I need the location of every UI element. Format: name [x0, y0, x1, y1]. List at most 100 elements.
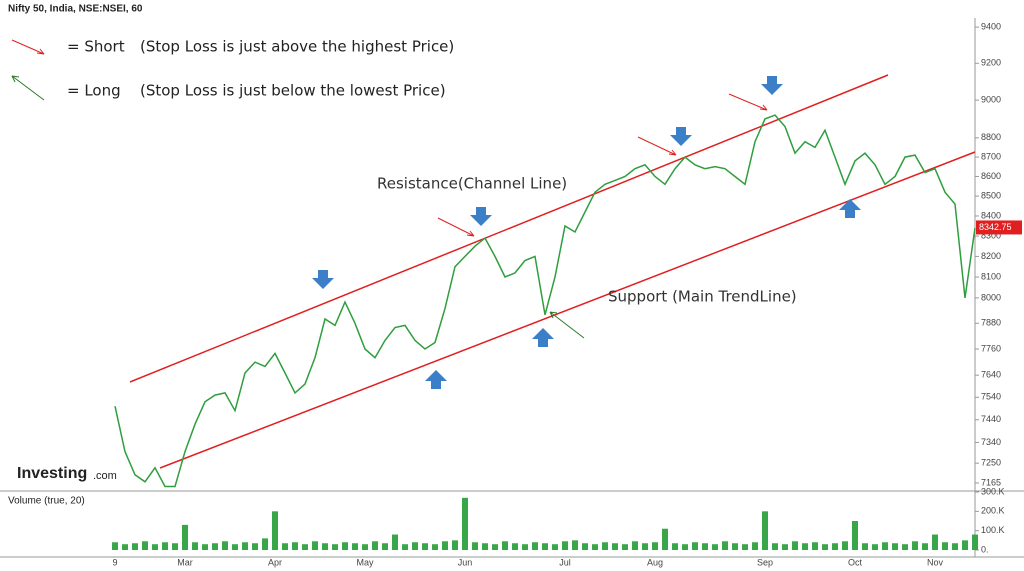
volume-bar: [182, 524, 188, 550]
up-arrows: [425, 199, 861, 389]
y-tick-label: 9000: [981, 95, 1001, 105]
volume-bar: [822, 544, 828, 550]
volume-bar: [212, 543, 218, 550]
y-tick-label: 8300: [981, 230, 1001, 240]
short-arrow: [11, 39, 45, 55]
y-tick-label: 8000: [981, 292, 1001, 302]
volume-bar: [672, 543, 678, 550]
volume-bar: [232, 544, 238, 550]
volume-bar: [662, 528, 668, 550]
volume-bar: [492, 544, 498, 550]
volume-bar: [422, 543, 428, 550]
volume-bar: [902, 544, 908, 550]
volume-bar: [272, 511, 278, 550]
y-tick-label: 8200: [981, 251, 1001, 261]
volume-bar: [552, 544, 558, 550]
legend-note: (Stop Loss is just below the lowest Pric…: [140, 82, 446, 100]
volume-bar: [222, 541, 228, 550]
legend-note: = Long: [67, 82, 121, 100]
volume-bar: [882, 542, 888, 550]
volume-bar: [462, 497, 468, 550]
long-arrow-head: [11, 75, 20, 83]
y-tick-label: 7250: [981, 458, 1001, 468]
volume-bar: [642, 543, 648, 550]
volume-bar: [332, 544, 338, 550]
volume-bar: [942, 542, 948, 550]
volume-bar: [692, 542, 698, 550]
volume-bar: [872, 544, 878, 550]
last-price-label: 8342.75: [979, 222, 1012, 232]
volume-bar: [432, 544, 438, 550]
x-tick-label: May: [356, 557, 374, 567]
volume-bar: [162, 542, 168, 550]
volume-bar: [172, 543, 178, 550]
volume-bar: [142, 541, 148, 550]
volume-bar: [972, 534, 978, 550]
volume-bar: [412, 542, 418, 550]
volume-bar: [352, 543, 358, 550]
volume-bar: [372, 541, 378, 550]
volume-bar: [522, 544, 528, 550]
y-tick-label: 8100: [981, 271, 1001, 281]
volume-bar: [312, 541, 318, 550]
volume-bar: [772, 543, 778, 550]
volume-bar: [242, 542, 248, 550]
volume-bar: [512, 543, 518, 550]
y-tick-label: 8400: [981, 210, 1001, 220]
y-tick-label: 8500: [981, 190, 1001, 200]
x-tick-label: Apr: [268, 557, 282, 567]
volume-bar: [502, 541, 508, 550]
x-tick-label: Jun: [458, 557, 473, 567]
down-arrows: [312, 76, 783, 289]
y-tick-label: 9400: [981, 22, 1001, 32]
short-signals: [437, 93, 768, 237]
volume-bar: [842, 541, 848, 550]
volume-bar: [282, 543, 288, 550]
volume-bar: [752, 542, 758, 550]
y-tick-label: 0.: [981, 544, 989, 554]
y-tick-label: 8600: [981, 171, 1001, 181]
volume-bar: [762, 511, 768, 550]
y-tick-label: 7640: [981, 370, 1001, 380]
volume-bar: [732, 543, 738, 550]
logo: Investing: [17, 465, 87, 482]
support-line: [159, 151, 976, 469]
volume-bar: [442, 541, 448, 550]
annotation: Resistance(Channel Line): [377, 175, 567, 193]
volume-bar: [112, 542, 118, 550]
volume-bar: [612, 543, 618, 550]
logo: .com: [93, 470, 117, 482]
y-tick-label: 7165: [981, 477, 1001, 487]
legend-note: = Short: [67, 38, 125, 56]
volume-bar: [602, 542, 608, 550]
short-arrow-head: [36, 48, 45, 55]
volume-bar: [852, 521, 858, 550]
volume-bar: [402, 544, 408, 550]
y-tick-label: 8800: [981, 132, 1001, 142]
volume-bar: [152, 544, 158, 550]
volume-bar: [122, 544, 128, 550]
volume-bar: [132, 543, 138, 550]
volume-bar: [702, 543, 708, 550]
y-tick-label: 7760: [981, 343, 1001, 353]
volume-bar: [562, 541, 568, 550]
y-tick-label: 7880: [981, 318, 1001, 328]
x-tick-label: Nov: [927, 557, 944, 567]
volume-bar: [632, 541, 638, 550]
chart-title: Nifty 50, India, NSE:NSEI, 60: [8, 4, 143, 15]
volume-bar: [262, 538, 268, 550]
volume-bar: [472, 542, 478, 550]
volume-bar: [932, 534, 938, 550]
price-line: [114, 114, 976, 488]
volume-bar: [912, 541, 918, 550]
volume-bar: [302, 544, 308, 550]
legend-note: (Stop Loss is just above the highest Pri…: [140, 38, 454, 56]
volume-bar: [192, 542, 198, 550]
volume-bar: [722, 541, 728, 550]
volume-bar: [742, 544, 748, 550]
x-tick-label: Oct: [848, 557, 863, 567]
volume-bar: [792, 541, 798, 550]
y-tick-label: 9200: [981, 58, 1001, 68]
